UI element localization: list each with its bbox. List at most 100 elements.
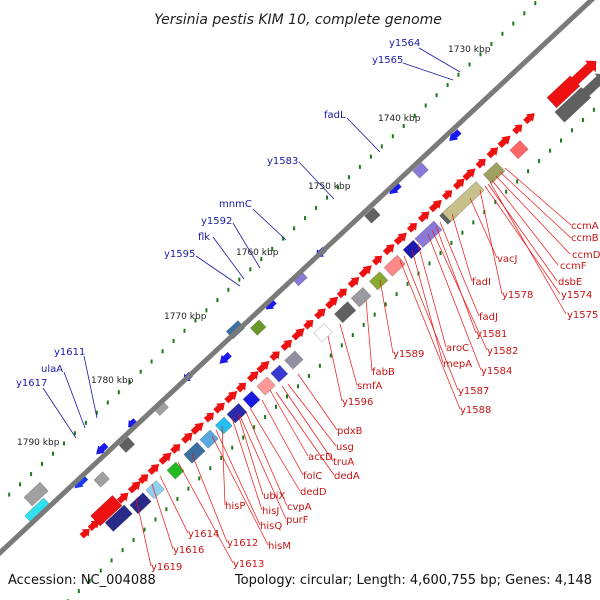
tick-mark: [143, 527, 146, 532]
gene-block: [226, 402, 248, 424]
gene-label[interactable]: vacJ: [497, 254, 518, 265]
gene-label[interactable]: y1611: [54, 347, 85, 358]
gene-label[interactable]: ubiX: [263, 491, 285, 502]
gene-label[interactable]: ccmB: [571, 233, 599, 244]
gene-label[interactable]: smfA: [357, 381, 382, 392]
gene-label[interactable]: y1612: [227, 538, 258, 549]
gene-label[interactable]: hisP: [225, 501, 245, 512]
gene-label[interactable]: y1592: [201, 216, 232, 227]
gene-label[interactable]: y1588: [460, 405, 491, 416]
gene-label[interactable]: ccmA: [571, 221, 599, 232]
gene-label[interactable]: cvpA: [287, 502, 312, 513]
gene-label[interactable]: dedD: [300, 487, 327, 498]
leader-line: [379, 279, 394, 354]
gene-block: [483, 161, 506, 184]
leader-line: [411, 249, 444, 364]
gene-block: [364, 207, 381, 224]
leader-line: [479, 189, 503, 295]
leader-line: [451, 213, 473, 282]
gene-label[interactable]: y1596: [342, 397, 373, 408]
gene-label[interactable]: y1582: [487, 346, 518, 357]
reverse-gene-arrow: [389, 182, 402, 195]
gene-label[interactable]: dsbE: [558, 277, 582, 288]
leader-line: [418, 47, 461, 73]
tick-mark: [402, 124, 405, 128]
gene-label[interactable]: hisM: [268, 541, 291, 552]
gene-label[interactable]: y1575: [567, 310, 598, 321]
gene-label[interactable]: folC: [303, 471, 322, 482]
gene-label[interactable]: y1619: [151, 562, 182, 573]
gene-label[interactable]: y1613: [233, 559, 264, 570]
gene-label[interactable]: y1581: [476, 329, 507, 340]
gene-label[interactable]: y1578: [502, 290, 533, 301]
gene-block: [442, 181, 485, 223]
gene-label[interactable]: truA: [333, 457, 354, 468]
gene-label[interactable]: y1587: [458, 386, 489, 397]
tick-mark: [209, 466, 212, 471]
gene-label[interactable]: fadJ: [479, 312, 498, 323]
gene-label[interactable]: y1574: [561, 290, 592, 301]
gene-label[interactable]: fadL: [324, 110, 346, 121]
gene-label[interactable]: y1583: [267, 156, 298, 167]
gene-block: [93, 471, 110, 488]
gene-label[interactable]: usg: [336, 442, 354, 453]
gene-label[interactable]: y1616: [173, 545, 204, 556]
gene-label[interactable]: y1584: [481, 366, 512, 377]
forward-gene-arrow: [512, 124, 523, 135]
gene-label[interactable]: y1564: [389, 38, 420, 49]
tick-mark: [227, 287, 230, 292]
gene-label[interactable]: y1589: [393, 349, 424, 360]
gene-label[interactable]: mnmC: [219, 199, 252, 210]
forward-gene-arrow: [256, 360, 270, 374]
forward-gene-arrow: [87, 519, 100, 532]
gene-label[interactable]: y1614: [188, 529, 219, 540]
tick-mark: [128, 380, 131, 384]
tick-mark: [198, 476, 201, 481]
reverse-gene-arrow: [96, 442, 109, 455]
gene-label[interactable]: ccmD: [572, 250, 600, 261]
gene-label[interactable]: y1565: [372, 55, 403, 66]
gene-label[interactable]: pdxB: [337, 426, 363, 437]
gene-label[interactable]: hisQ: [260, 521, 282, 532]
leader-line: [231, 417, 263, 511]
gene-block: [412, 162, 429, 179]
leader-line: [499, 171, 572, 239]
gene-block: [90, 494, 123, 527]
gene-label[interactable]: y1595: [164, 249, 195, 260]
leader-line: [151, 483, 174, 550]
leader-line: [298, 161, 335, 200]
leader-line: [275, 391, 335, 476]
gene-block: [313, 323, 333, 343]
gene-label[interactable]: fabB: [372, 367, 395, 378]
gene-label[interactable]: purF: [286, 515, 309, 526]
map-title: Yersinia pestis KIM 10, complete genome: [154, 12, 442, 28]
forward-gene-arrow: [358, 265, 372, 278]
gene-label[interactable]: ulaA: [41, 364, 63, 375]
gene-label[interactable]: ccmF: [560, 261, 587, 272]
leader-line: [365, 299, 373, 372]
gene-label[interactable]: mepA: [443, 359, 472, 370]
tick-mark: [176, 496, 179, 501]
accession-text: Accession: NC_004088: [8, 573, 156, 588]
forward-gene-arrow: [417, 211, 430, 223]
leader-line: [287, 383, 337, 447]
tick-mark: [132, 537, 135, 542]
tick-mark: [329, 353, 332, 358]
leader-line: [427, 233, 482, 371]
gene-label[interactable]: fadI: [472, 277, 491, 288]
gene-label[interactable]: accD: [308, 452, 333, 463]
tick-mark: [275, 404, 277, 409]
forward-gene-arrow: [213, 402, 225, 414]
outer-gene-labels: y1564 y1565 fadL y1583 mnmC y1592 flk y1…: [16, 38, 461, 439]
tick-mark: [165, 507, 168, 512]
leader-line: [487, 183, 558, 282]
tick-mark: [260, 257, 263, 262]
tick-mark: [581, 118, 584, 122]
gene-label[interactable]: flk: [198, 232, 210, 243]
tick-mark: [88, 578, 91, 583]
gene-label[interactable]: dedA: [334, 471, 360, 482]
gene-label[interactable]: y1617: [16, 378, 47, 389]
gene-label[interactable]: aroC: [446, 343, 469, 354]
gene-label[interactable]: hisJ: [262, 506, 279, 517]
